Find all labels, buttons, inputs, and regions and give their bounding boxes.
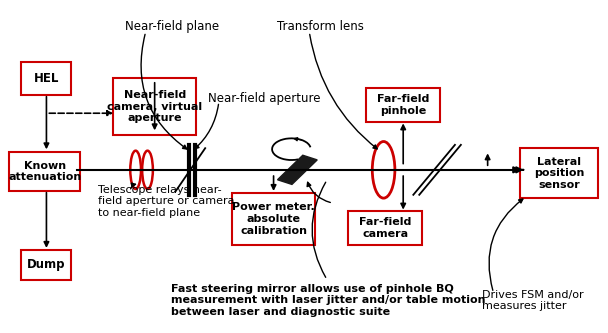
FancyBboxPatch shape xyxy=(520,148,598,198)
Text: Near-field aperture: Near-field aperture xyxy=(208,92,320,105)
FancyBboxPatch shape xyxy=(9,152,80,191)
Polygon shape xyxy=(277,155,317,184)
Text: Near-field plane: Near-field plane xyxy=(125,20,219,33)
FancyBboxPatch shape xyxy=(348,211,422,245)
Text: Dump: Dump xyxy=(27,258,66,271)
Text: Known
attenuation: Known attenuation xyxy=(8,161,81,182)
Text: HEL: HEL xyxy=(33,72,59,85)
FancyBboxPatch shape xyxy=(366,88,440,122)
Text: Far-field
camera: Far-field camera xyxy=(359,217,411,239)
FancyBboxPatch shape xyxy=(21,62,71,95)
Text: Telescope relays near-
field aperture or camera
to near-field plane: Telescope relays near- field aperture or… xyxy=(98,185,235,218)
Text: Drives FSM and/or
measures jitter: Drives FSM and/or measures jitter xyxy=(482,290,583,311)
FancyBboxPatch shape xyxy=(232,193,315,245)
FancyBboxPatch shape xyxy=(21,250,71,280)
Text: Lateral
position
sensor: Lateral position sensor xyxy=(534,157,584,190)
Text: Power meter.
absolute
calibration: Power meter. absolute calibration xyxy=(232,202,315,235)
FancyBboxPatch shape xyxy=(113,78,196,135)
Text: Far-field
pinhole: Far-field pinhole xyxy=(377,94,429,116)
Text: Fast steering mirror allows use of pinhole BQ
measurement with laser jitter and/: Fast steering mirror allows use of pinho… xyxy=(171,284,486,317)
Text: Near-field
camera, virtual
aperture: Near-field camera, virtual aperture xyxy=(107,90,202,123)
Ellipse shape xyxy=(142,151,153,189)
Text: Transform lens: Transform lens xyxy=(277,20,364,33)
Ellipse shape xyxy=(372,142,395,198)
Ellipse shape xyxy=(130,151,141,189)
